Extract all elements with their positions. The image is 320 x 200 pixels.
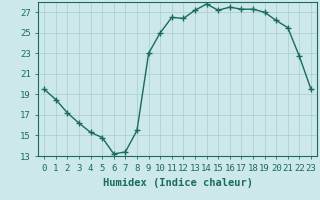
X-axis label: Humidex (Indice chaleur): Humidex (Indice chaleur) [103, 178, 252, 188]
